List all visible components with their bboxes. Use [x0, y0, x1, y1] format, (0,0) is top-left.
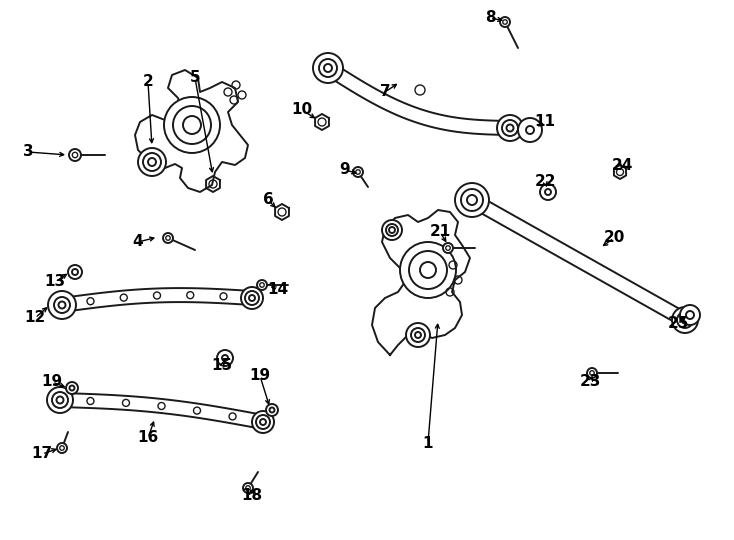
Text: 19: 19 [250, 368, 271, 383]
Text: 8: 8 [484, 10, 495, 25]
Text: 17: 17 [32, 447, 53, 462]
Circle shape [497, 115, 523, 141]
Text: 14: 14 [267, 282, 288, 298]
Circle shape [400, 242, 456, 298]
Text: 11: 11 [534, 114, 556, 130]
Text: 10: 10 [291, 103, 313, 118]
Circle shape [47, 387, 73, 413]
Text: 1: 1 [423, 435, 433, 450]
Circle shape [672, 307, 698, 333]
Text: 13: 13 [45, 274, 65, 289]
Text: 4: 4 [133, 234, 143, 249]
Circle shape [313, 53, 343, 83]
Text: 6: 6 [263, 192, 273, 207]
Circle shape [257, 280, 267, 290]
Circle shape [57, 443, 67, 453]
Circle shape [252, 411, 274, 433]
Circle shape [217, 350, 233, 366]
Circle shape [66, 382, 78, 394]
Circle shape [353, 167, 363, 177]
Text: 25: 25 [667, 316, 688, 332]
Text: 21: 21 [429, 225, 451, 240]
Circle shape [138, 148, 166, 176]
Circle shape [587, 368, 597, 378]
Text: 3: 3 [23, 145, 33, 159]
Circle shape [69, 149, 81, 161]
Text: 24: 24 [611, 159, 633, 173]
Text: 16: 16 [137, 430, 159, 445]
Text: 12: 12 [24, 310, 46, 326]
Circle shape [266, 404, 278, 416]
Circle shape [241, 287, 263, 309]
Circle shape [540, 184, 556, 200]
Circle shape [518, 118, 542, 142]
Circle shape [382, 220, 402, 240]
Text: 7: 7 [379, 84, 390, 99]
Text: 2: 2 [142, 75, 153, 90]
Circle shape [406, 323, 430, 347]
Circle shape [68, 265, 82, 279]
Circle shape [163, 233, 173, 243]
Text: 22: 22 [534, 174, 556, 190]
Circle shape [48, 291, 76, 319]
Text: 18: 18 [241, 489, 263, 503]
Text: 23: 23 [579, 375, 600, 389]
Circle shape [164, 97, 220, 153]
Text: 15: 15 [211, 359, 233, 374]
Text: 5: 5 [189, 71, 200, 85]
Text: 20: 20 [603, 231, 625, 246]
Circle shape [243, 483, 253, 493]
Circle shape [680, 305, 700, 325]
Text: 9: 9 [340, 163, 350, 178]
Text: 19: 19 [41, 375, 62, 389]
Circle shape [443, 243, 453, 253]
Circle shape [455, 183, 489, 217]
Circle shape [500, 17, 510, 27]
